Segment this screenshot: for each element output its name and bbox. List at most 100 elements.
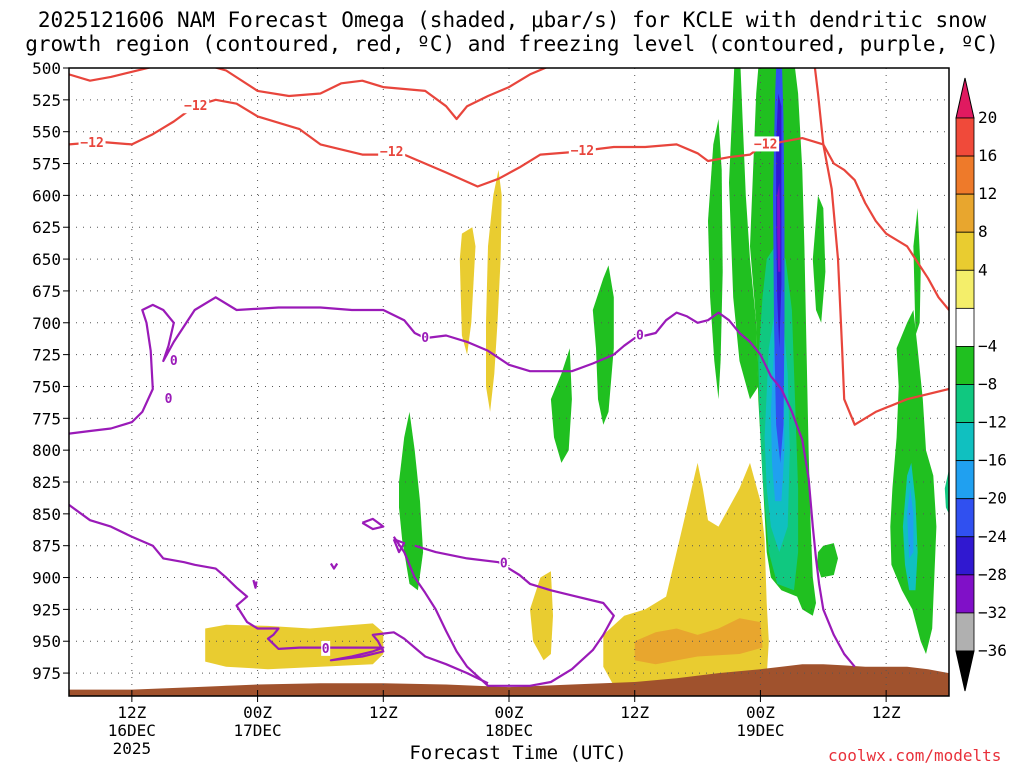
y-tick-label-600: 600 [32, 186, 61, 205]
colorbar-label-2: 12 [978, 184, 997, 203]
contour-dgz_-12C_upper [69, 68, 548, 121]
chart-title-line-2: growth region (contoured, red, ºC) and f… [25, 32, 999, 56]
contour-label-bg [182, 98, 210, 114]
contour-label-dgz_-12C_lower: −12 [380, 145, 403, 160]
colorbar-bottom-arrow [955, 650, 975, 692]
colorbar-segment-9 [955, 422, 975, 462]
colorbar-label-3: 8 [978, 222, 988, 241]
contour-freezing_level_0C_small3 [329, 562, 339, 570]
y-tick-label-675: 675 [32, 282, 61, 301]
y-tick-label-950: 950 [32, 632, 61, 651]
x-tick-label-year: 2025 [113, 739, 152, 758]
contour-label-bg [321, 640, 331, 656]
x-tick-label-time: 00Z [243, 703, 272, 722]
omega-region-13 [812, 195, 826, 323]
omega-shading-layer [205, 68, 949, 686]
omega-region-1 [459, 227, 476, 355]
contour-freezing_level_0C_lower [69, 504, 489, 685]
contour-label-freezing_level_0C_mid: 0 [500, 557, 508, 572]
y-tick-label-850: 850 [32, 505, 61, 524]
y-tick-label-550: 550 [32, 123, 61, 142]
colorbar-label-4: 4 [978, 260, 988, 279]
colorbar-segment-13 [955, 574, 975, 614]
contour-layer [69, 68, 949, 687]
y-tick-label-975: 975 [32, 664, 61, 683]
omega-region-24 [944, 469, 949, 514]
chart-title-line-1: 2025121606 NAM Forecast Omega (shaded, μ… [37, 8, 987, 32]
colorbar-segment-2 [955, 155, 975, 195]
source-credit[interactable]: coolwx.com/modelts [828, 746, 1002, 765]
colorbar-segment-5 [955, 269, 975, 309]
omega-region-5 [634, 618, 763, 665]
terrain-surface [69, 664, 949, 696]
contour-freezing_level_0C_mid [392, 536, 615, 687]
colorbar-label-6: −8 [978, 375, 997, 394]
colorbar-segment-6 [955, 307, 975, 347]
contour-freezing_level_0C_small1 [361, 517, 385, 531]
colorbar-label-1: 16 [978, 146, 997, 165]
colorbar-label-10: −24 [978, 527, 1007, 546]
colorbar-segment-14 [955, 612, 975, 652]
contour-label-bg [568, 142, 596, 158]
colorbar-segment-8 [955, 384, 975, 423]
x-tick-label-time: 12Z [117, 703, 146, 722]
omega-region-15 [913, 208, 921, 336]
terrain-layer [69, 664, 949, 696]
colorbar: 20 16 12 8 4 −4 −8 −12 −16 −20 −24 −28 −32 −36 [955, 77, 1007, 692]
y-tick-label-500: 500 [32, 59, 61, 78]
contour-dgz_-12C_right [813, 68, 949, 426]
colorbar-label-12: −32 [978, 603, 1007, 622]
omega-region-3 [530, 571, 553, 661]
x-tick-label-date: 16DEC [108, 721, 156, 740]
contour-label-freezing_level_0C_lower: 0 [322, 642, 330, 657]
y-tick-label-825: 825 [32, 473, 61, 492]
x-axis-title: Forecast Time (UTC) [409, 742, 627, 764]
contour-label-bg [78, 135, 106, 151]
contour-freezing_level_0C_small2 [392, 538, 406, 554]
contour-label-bg [169, 352, 179, 368]
y-tick-label-525: 525 [32, 91, 61, 110]
omega-region-12 [817, 543, 838, 578]
x-tick-label-time: 12Z [872, 703, 901, 722]
colorbar-segment-1 [955, 117, 975, 157]
colorbar-top-arrow [955, 77, 975, 119]
y-tick-label-750: 750 [32, 377, 61, 396]
y-tick-label-925: 925 [32, 600, 61, 619]
y-tick-label-900: 900 [32, 569, 61, 588]
y-tick-label-725: 725 [32, 346, 61, 365]
x-tick-label-date: 18DEC [485, 721, 533, 740]
colorbar-label-8: −16 [978, 451, 1007, 470]
contour-label-dgz_-12C_lower: −12 [184, 99, 207, 114]
contour-label-bg [164, 391, 174, 407]
contour-label-freezing_level_0C_upper: 0 [421, 331, 429, 346]
y-tick-label-575: 575 [32, 155, 61, 174]
contour-label-bg [378, 144, 406, 160]
y-tick-label-775: 775 [32, 409, 61, 428]
colorbar-segment-3 [955, 193, 975, 233]
colorbar-label-0: 20 [978, 108, 997, 127]
contour-dgz_-12C_lower [69, 98, 949, 311]
contour-label-freezing_level_0C_upper: 0 [170, 354, 178, 369]
omega-region-0 [205, 623, 384, 670]
x-tick-label-time: 12Z [620, 703, 649, 722]
contour-label-bg [752, 136, 780, 152]
y-tick-label-650: 650 [32, 250, 61, 269]
x-tick-label-time: 00Z [495, 703, 524, 722]
x-tick-label-time: 12Z [369, 703, 398, 722]
contour-label-freezing_level_0C_upper: 0 [636, 329, 644, 344]
omega-region-8 [592, 265, 614, 425]
x-tick-label-date: 19DEC [736, 721, 784, 740]
colorbar-label-13: −36 [978, 641, 1007, 660]
colorbar-label-11: −28 [978, 565, 1007, 584]
contour-label-dgz_-12C_lower: −12 [754, 137, 777, 152]
contour-label-dgz_-12C_lower: −12 [571, 144, 594, 159]
y-tick-label-625: 625 [32, 218, 61, 237]
x-tick-label-time: 00Z [746, 703, 775, 722]
plot-background [69, 68, 949, 696]
x-tick-label-date: 17DEC [233, 721, 281, 740]
contour-freezing_level_0C_upper [69, 296, 856, 668]
omega-region-23 [907, 488, 914, 559]
contour-label-bg [499, 555, 509, 571]
